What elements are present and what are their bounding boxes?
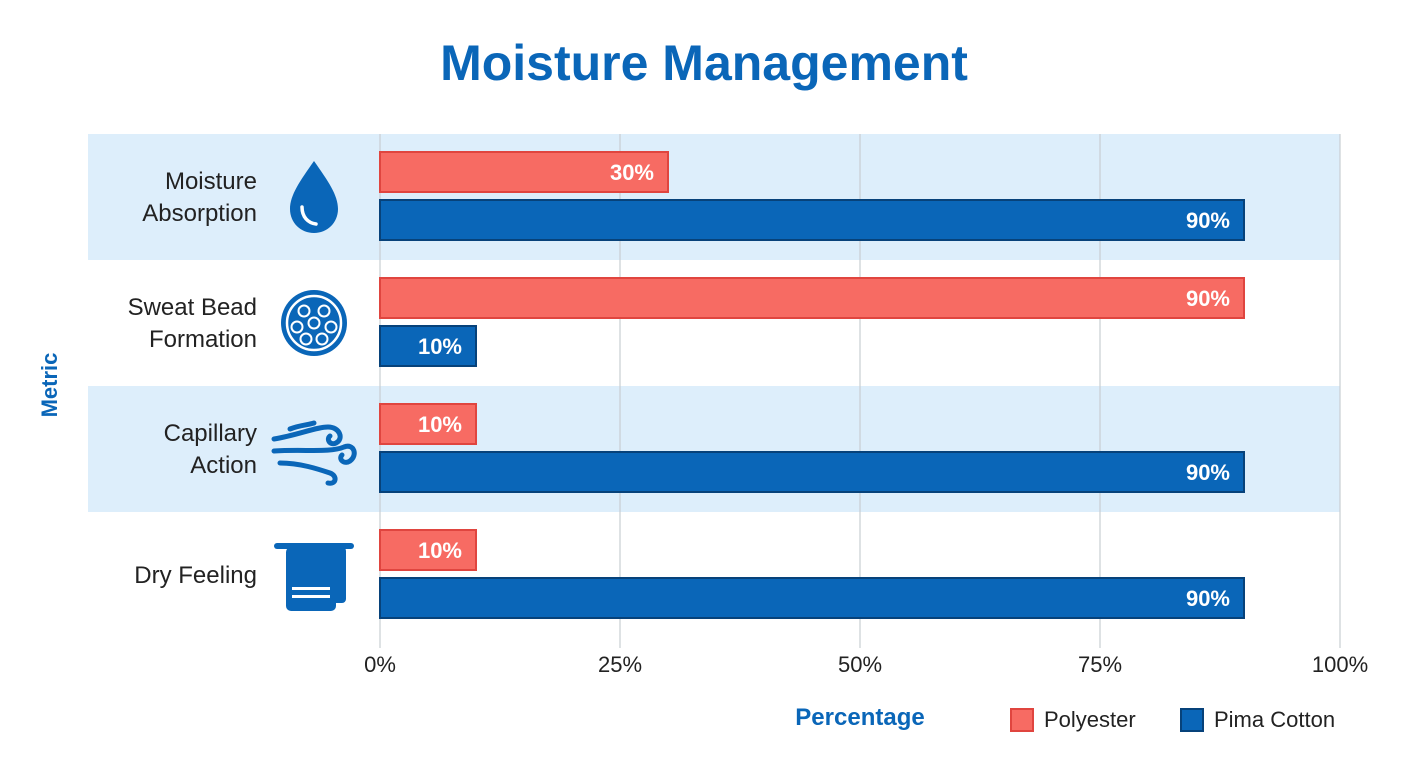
towel-icon <box>274 543 354 611</box>
bar-polyester <box>379 151 669 193</box>
bar-value-label: 10% <box>418 412 462 437</box>
x-axis-title: Percentage <box>795 704 925 731</box>
legend-label-polyester: Polyester <box>1044 707 1136 732</box>
bar-pima-cotton <box>379 577 1245 619</box>
legend-label-pima-cotton: Pima Cotton <box>1214 707 1336 732</box>
bar-value-label: 10% <box>418 334 462 359</box>
category-label: Formation <box>149 326 257 353</box>
x-tick-label: 25% <box>598 652 642 677</box>
bar-value-label: 90% <box>1186 208 1230 233</box>
bar-polyester <box>379 277 1245 319</box>
row-band <box>88 134 1340 260</box>
category-label: Capillary <box>164 420 257 447</box>
x-tick-label: 50% <box>838 652 882 677</box>
x-tick-label: 0% <box>364 652 396 677</box>
legend-swatch-polyester <box>1010 708 1034 732</box>
x-tick-label: 75% <box>1078 652 1122 677</box>
bar-polyester <box>379 529 477 571</box>
bar-value-label: 10% <box>418 538 462 563</box>
bar-value-label: 30% <box>610 160 654 185</box>
y-axis-title: Metric <box>37 352 62 418</box>
x-tick-label: 100% <box>1312 652 1368 677</box>
bar-value-label: 90% <box>1186 586 1230 611</box>
category-label: Dry Feeling <box>134 562 257 589</box>
bar-pima-cotton <box>379 451 1245 493</box>
bar-value-label: 90% <box>1186 286 1230 311</box>
category-label: Moisture <box>165 168 257 195</box>
sweat-beads-icon <box>281 290 347 356</box>
bar-polyester <box>379 403 477 445</box>
bar-pima-cotton <box>379 199 1245 241</box>
chart-title: Moisture Management <box>440 35 968 91</box>
legend-item-polyester: Polyester <box>1010 706 1136 734</box>
bar-value-label: 90% <box>1186 460 1230 485</box>
wind-flow-icon <box>271 420 357 486</box>
legend-swatch-pima-cotton <box>1180 708 1204 732</box>
category-label: Absorption <box>142 200 257 227</box>
bar-pima-cotton <box>379 325 477 367</box>
category-label: Action <box>190 452 257 479</box>
category-label: Sweat Bead <box>128 294 257 321</box>
water-drop-icon <box>290 161 338 233</box>
legend-item-pima-cotton: Pima Cotton <box>1180 706 1335 734</box>
